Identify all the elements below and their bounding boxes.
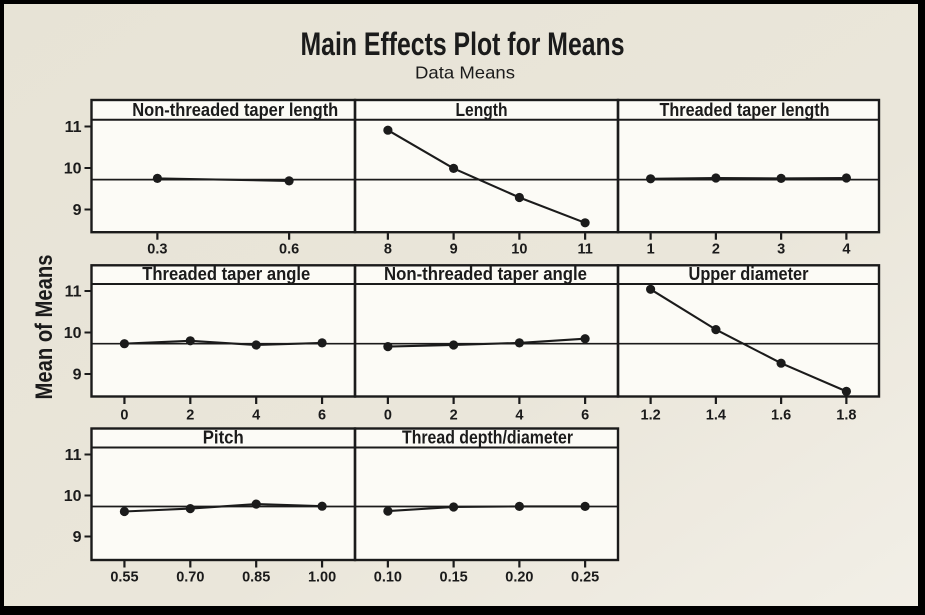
svg-text:11: 11 bbox=[577, 242, 592, 258]
svg-text:1.00: 1.00 bbox=[308, 570, 336, 586]
svg-text:11: 11 bbox=[65, 119, 82, 136]
svg-text:9: 9 bbox=[73, 529, 82, 546]
svg-text:0.85: 0.85 bbox=[242, 570, 270, 586]
svg-text:6: 6 bbox=[581, 407, 589, 423]
svg-text:11: 11 bbox=[65, 284, 82, 301]
svg-text:10: 10 bbox=[511, 242, 527, 258]
svg-text:0.15: 0.15 bbox=[440, 570, 468, 586]
svg-text:Pitch: Pitch bbox=[203, 427, 244, 447]
svg-text:9: 9 bbox=[450, 242, 458, 258]
svg-text:9: 9 bbox=[73, 202, 82, 219]
svg-text:10: 10 bbox=[64, 161, 82, 178]
svg-text:10: 10 bbox=[64, 325, 82, 342]
svg-text:0.20: 0.20 bbox=[505, 570, 533, 586]
svg-text:6: 6 bbox=[318, 407, 326, 423]
svg-text:Data Means: Data Means bbox=[415, 63, 515, 83]
svg-text:2: 2 bbox=[712, 242, 720, 258]
svg-text:4: 4 bbox=[252, 407, 260, 423]
svg-text:4: 4 bbox=[515, 407, 523, 423]
svg-text:1.8: 1.8 bbox=[836, 407, 856, 423]
svg-text:Non-threaded taper angle: Non-threaded taper angle bbox=[384, 264, 587, 284]
svg-text:9: 9 bbox=[73, 367, 82, 384]
svg-text:0.70: 0.70 bbox=[176, 570, 204, 586]
svg-text:10: 10 bbox=[64, 488, 82, 505]
svg-text:2: 2 bbox=[186, 407, 194, 423]
svg-text:0: 0 bbox=[120, 407, 128, 423]
svg-text:Upper diameter: Upper diameter bbox=[689, 264, 809, 284]
svg-text:2: 2 bbox=[450, 407, 458, 423]
svg-text:0.3: 0.3 bbox=[147, 242, 167, 258]
svg-text:0.6: 0.6 bbox=[279, 242, 299, 258]
svg-text:1.4: 1.4 bbox=[706, 407, 726, 423]
svg-text:0.55: 0.55 bbox=[110, 570, 138, 586]
svg-text:1.6: 1.6 bbox=[771, 407, 791, 423]
svg-text:Non-threaded taper length: Non-threaded taper length bbox=[132, 100, 338, 120]
svg-text:0.25: 0.25 bbox=[571, 570, 599, 586]
svg-text:4: 4 bbox=[842, 242, 850, 258]
svg-text:Threaded taper length: Threaded taper length bbox=[660, 100, 830, 120]
svg-text:1: 1 bbox=[647, 242, 655, 258]
svg-text:Thread depth/diameter: Thread depth/diameter bbox=[402, 427, 573, 447]
svg-text:0: 0 bbox=[384, 407, 392, 423]
svg-text:Threaded taper angle: Threaded taper angle bbox=[142, 264, 310, 284]
svg-text:Mean of Means: Mean of Means bbox=[31, 255, 58, 400]
svg-text:11: 11 bbox=[65, 447, 82, 464]
svg-text:0.10: 0.10 bbox=[374, 570, 402, 586]
svg-text:Length: Length bbox=[456, 100, 508, 120]
svg-text:8: 8 bbox=[384, 242, 392, 258]
svg-text:Main Effects Plot for Means: Main Effects Plot for Means bbox=[301, 26, 625, 62]
svg-text:1.2: 1.2 bbox=[641, 407, 661, 423]
svg-text:3: 3 bbox=[777, 242, 785, 258]
